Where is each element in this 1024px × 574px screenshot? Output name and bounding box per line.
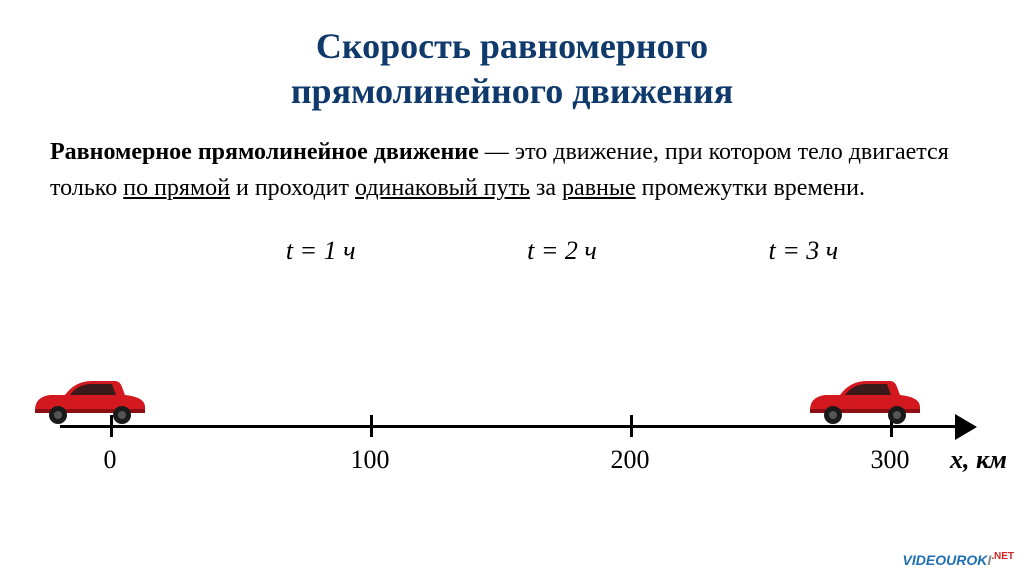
axis-tick-label: 300	[871, 445, 910, 475]
car-icon	[805, 375, 925, 425]
axis-arrowhead-icon	[955, 414, 977, 440]
axis-tick-label: 0	[104, 445, 117, 475]
watermark: VIDEOUROKI.NET	[903, 552, 1014, 568]
definition-term: Равномерное прямолинейное движение	[50, 139, 479, 165]
axis-tick-label: 100	[351, 445, 390, 475]
axis-tick	[370, 415, 373, 437]
time-t2: t = 2 ч	[527, 236, 597, 266]
axis-tick	[630, 415, 633, 437]
definition-text: Равномерное прямолинейное движение — это…	[0, 114, 1024, 206]
time-t1: t = 1 ч	[286, 236, 356, 266]
title-line1: Скорость равномерного	[0, 24, 1024, 69]
axis-x-label: x, км	[950, 445, 1007, 475]
car-icon	[30, 375, 150, 425]
slide-title: Скорость равномерного прямолинейного дви…	[0, 0, 1024, 114]
axis-line	[60, 425, 960, 428]
motion-diagram: 0 100 200 300 x, км	[0, 390, 1024, 550]
time-t3: t = 3 ч	[768, 236, 838, 266]
title-line2: прямолинейного движения	[0, 69, 1024, 114]
axis-tick-label: 200	[611, 445, 650, 475]
time-labels: t = 1 ч t = 2 ч t = 3 ч	[0, 206, 1024, 266]
